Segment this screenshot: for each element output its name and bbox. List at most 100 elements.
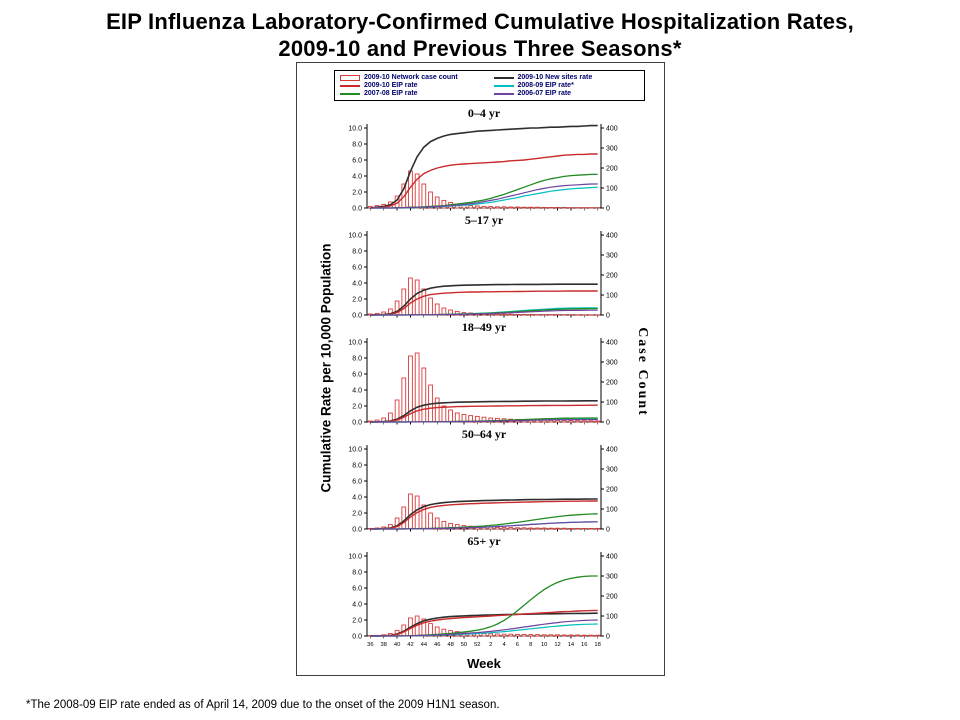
line-eip_rate_0607 bbox=[370, 619, 598, 637]
x-tick-label: 8 bbox=[529, 642, 532, 648]
legend-item: 2009-10 Network case count bbox=[340, 74, 486, 81]
x-tick-label: 50 bbox=[461, 642, 467, 648]
panel-title-50-64: 50–64 yr bbox=[461, 427, 507, 441]
left-tick-label: 6.0 bbox=[352, 265, 362, 272]
left-tick-label: 0.0 bbox=[352, 527, 362, 534]
left-tick-label: 0.0 bbox=[352, 313, 362, 320]
x-tick-label: 12 bbox=[554, 642, 560, 648]
footnote: *The 2008-09 EIP rate ended as of April … bbox=[26, 699, 500, 711]
left-tick-label: 2.0 bbox=[352, 618, 362, 625]
line-eip_rate_0910 bbox=[370, 404, 598, 423]
line-eip_rate_0607 bbox=[370, 183, 598, 209]
panel-18-49: 18–49 yr 0.0 2.0 4.0 6.0 8.0 10.0 0 100 200 300 400 bbox=[297, 321, 664, 428]
right-tick-label: 0 bbox=[606, 420, 610, 427]
right-tick-label: 300 bbox=[606, 467, 618, 474]
legend-item: 2009-10 EIP rate bbox=[340, 82, 486, 89]
legend: 2009-10 Network case count 2009-10 EIP ra… bbox=[334, 70, 645, 101]
chart-frame: 2009-10 Network case count 2009-10 EIP ra… bbox=[296, 62, 665, 676]
right-tick-label: 200 bbox=[606, 487, 618, 494]
line-eip_rate_0910 bbox=[370, 500, 598, 530]
right-tick-label: 100 bbox=[606, 400, 618, 407]
right-tick-label: 0 bbox=[606, 634, 610, 641]
right-tick-label: 400 bbox=[606, 554, 618, 561]
left-tick-label: 4.0 bbox=[352, 174, 362, 181]
right-tick-label: 300 bbox=[606, 146, 618, 153]
y-axis-title-left: Cumulative Rate per 10,000 Population bbox=[318, 243, 334, 493]
panel-title-5-17: 5–17 yr bbox=[464, 213, 504, 227]
left-tick-label: 6.0 bbox=[352, 479, 362, 486]
x-tick-label: 14 bbox=[568, 642, 575, 648]
x-tick-label: 4 bbox=[502, 642, 506, 648]
legend-label: 2007-08 EIP rate bbox=[364, 90, 418, 97]
panel-50-64: 50–64 yr 0.0 2.0 4.0 6.0 8.0 10.0 0 100 200 300 400 bbox=[297, 428, 664, 535]
panel-0-4: 0–4 yr 0.0 2.0 4.0 6.0 8.0 10.0 0 100 200 300 400 bbox=[297, 107, 664, 214]
legend-line-swatch-icon bbox=[340, 92, 360, 95]
left-tick-label: 6.0 bbox=[352, 586, 362, 593]
legend-item: 2009-10 New sites rate bbox=[493, 74, 640, 81]
left-tick-label: 4.0 bbox=[352, 388, 362, 395]
x-tick-label: 48 bbox=[447, 642, 453, 648]
legend-item: 2007-08 EIP rate bbox=[340, 90, 486, 97]
x-tick-label: 16 bbox=[581, 642, 587, 648]
left-tick-label: 8.0 bbox=[352, 249, 362, 256]
left-tick-label: 10.0 bbox=[348, 233, 362, 240]
panel-plot-18-49: 0.0 2.0 4.0 6.0 8.0 10.0 0 100 200 300 400 bbox=[348, 338, 618, 427]
legend-label: 2009-10 New sites rate bbox=[517, 74, 593, 81]
left-tick-label: 4.0 bbox=[352, 281, 362, 288]
x-tick-label: 52 bbox=[474, 642, 480, 648]
line-new_sites_rate bbox=[370, 612, 598, 637]
right-tick-label: 400 bbox=[606, 126, 618, 133]
right-tick-label: 200 bbox=[606, 594, 618, 601]
panel-plot-5-17: 0.0 2.0 4.0 6.0 8.0 10.0 0 100 200 300 400 bbox=[348, 231, 618, 320]
right-tick-label: 100 bbox=[606, 507, 618, 514]
right-tick-label: 0 bbox=[606, 206, 610, 213]
x-tick-label: 2 bbox=[489, 642, 492, 648]
right-tick-label: 300 bbox=[606, 574, 618, 581]
right-tick-label: 400 bbox=[606, 233, 618, 240]
panel-5-17: 5–17 yr 0.0 2.0 4.0 6.0 8.0 10.0 0 100 200 300 400 bbox=[297, 214, 664, 321]
line-new_sites_rate bbox=[370, 498, 598, 530]
right-tick-label: 300 bbox=[606, 360, 618, 367]
x-tick-label: 40 bbox=[394, 642, 400, 648]
x-tick-label: 36 bbox=[367, 642, 373, 648]
left-tick-label: 4.0 bbox=[352, 602, 362, 609]
panel-title-65plus: 65+ yr bbox=[467, 534, 501, 548]
x-tick-label: 10 bbox=[541, 642, 547, 648]
y-axis-title-right: Case Count bbox=[635, 327, 650, 417]
left-tick-label: 2.0 bbox=[352, 404, 362, 411]
left-tick-label: 6.0 bbox=[352, 372, 362, 379]
left-tick-label: 6.0 bbox=[352, 158, 362, 165]
left-tick-label: 8.0 bbox=[352, 570, 362, 577]
left-tick-label: 4.0 bbox=[352, 495, 362, 502]
panel-plot-50-64: 0.0 2.0 4.0 6.0 8.0 10.0 0 100 200 300 400 bbox=[348, 445, 618, 534]
panel-title-0-4: 0–4 yr bbox=[467, 106, 501, 120]
left-tick-label: 8.0 bbox=[352, 463, 362, 470]
panels: 0–4 yr 0.0 2.0 4.0 6.0 8.0 10.0 0 100 200 300 400 5–… bbox=[297, 107, 664, 654]
page-title-line1: EIP Influenza Laboratory-Confirmed Cumul… bbox=[106, 9, 854, 34]
right-tick-label: 200 bbox=[606, 273, 618, 280]
left-tick-label: 8.0 bbox=[352, 142, 362, 149]
left-tick-label: 2.0 bbox=[352, 297, 362, 304]
legend-line-swatch-icon bbox=[340, 84, 360, 87]
panel-65plus: 65+ yr 0.0 2.0 4.0 6.0 8.0 10.0 0 100 200 300 400 36… bbox=[297, 535, 664, 654]
line-eip_rate_0607 bbox=[370, 418, 598, 423]
legend-item: 2006-07 EIP rate bbox=[493, 90, 640, 97]
panel-title-18-49: 18–49 yr bbox=[461, 320, 507, 334]
line-eip_rate_0607 bbox=[370, 521, 598, 530]
page-title-line2: 2009-10 and Previous Three Seasons* bbox=[278, 36, 682, 61]
legend-label: 2008-09 EIP rate* bbox=[517, 82, 574, 89]
panel-plot-0-4: 0.0 2.0 4.0 6.0 8.0 10.0 0 100 200 300 400 bbox=[348, 124, 618, 213]
right-tick-label: 200 bbox=[606, 166, 618, 173]
right-tick-label: 100 bbox=[606, 614, 618, 621]
right-tick-label: 400 bbox=[606, 447, 618, 454]
x-tick-label: 18 bbox=[594, 642, 600, 648]
legend-label: 2009-10 EIP rate bbox=[364, 82, 418, 89]
line-eip_rate_0910 bbox=[370, 290, 598, 316]
line-eip_rate_0910 bbox=[370, 153, 598, 209]
legend-line-swatch-icon bbox=[493, 92, 514, 95]
legend-label: 2009-10 Network case count bbox=[364, 74, 458, 81]
x-tick-label: 42 bbox=[407, 642, 413, 648]
line-new_sites_rate bbox=[370, 124, 598, 209]
right-tick-label: 0 bbox=[606, 313, 610, 320]
